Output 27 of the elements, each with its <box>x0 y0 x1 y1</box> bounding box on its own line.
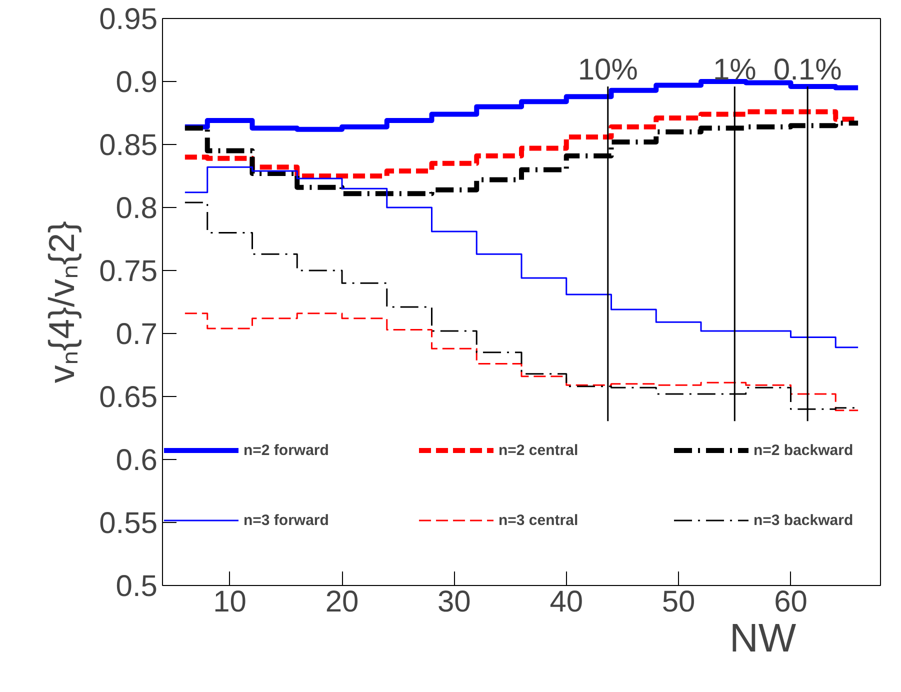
legend-label: n=2 central <box>498 442 580 458</box>
x-tick-label: 50 <box>662 586 696 618</box>
y-tick-label: 0.55 <box>99 507 158 540</box>
y-tick-label: 0.85 <box>99 129 158 162</box>
x-axis-title: NW <box>730 616 796 660</box>
legend-label: n=3 forward <box>244 512 330 528</box>
x-tick-label: 10 <box>213 586 247 618</box>
y-tick-label: 0.6 <box>116 444 158 477</box>
y-tick-label: 0.8 <box>116 192 158 225</box>
x-tick-label: 40 <box>550 586 584 618</box>
annotation: 10% <box>578 54 638 87</box>
x-tick-label: 20 <box>325 586 359 618</box>
legend-label: n=2 forward <box>244 442 330 458</box>
x-tick-label: 30 <box>438 586 471 618</box>
y-tick-label: 0.5 <box>116 570 158 603</box>
x-tick-label: 60 <box>774 586 808 618</box>
y-tick-label: 0.7 <box>116 318 158 351</box>
y-tick-label: 0.65 <box>99 381 158 414</box>
legend-label: n=2 backward <box>754 442 854 458</box>
y-axis-title: vₙ{4}/vₙ{2} <box>41 220 82 384</box>
y-tick-label: 0.95 <box>99 3 158 36</box>
annotation: 1% <box>712 54 756 87</box>
legend-label: n=3 backward <box>754 512 854 528</box>
annotation: 0.1% <box>773 54 842 87</box>
y-tick-label: 0.75 <box>99 255 158 288</box>
legend-label: n=3 central <box>498 512 580 528</box>
y-tick-label: 0.9 <box>116 66 158 99</box>
